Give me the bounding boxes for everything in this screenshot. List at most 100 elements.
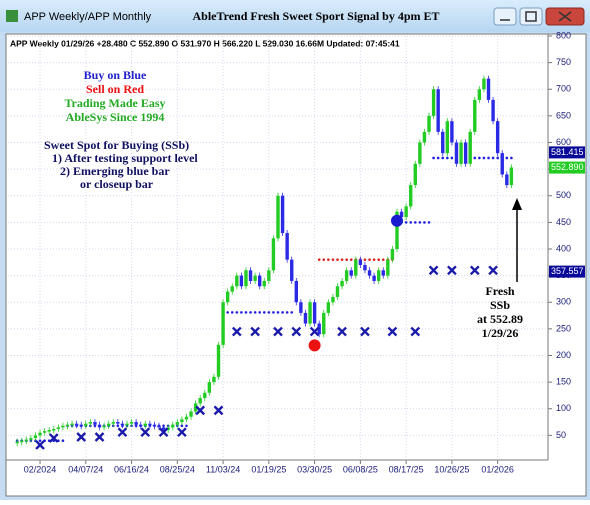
candle-body [495, 121, 500, 154]
window-title: APP Weekly/APP Monthly [24, 11, 152, 23]
support-x [231, 326, 242, 337]
candle-body [509, 167, 514, 186]
maximize-button[interactable] [519, 7, 543, 26]
support-x [158, 427, 169, 438]
y-tick-label: 200 [556, 350, 571, 360]
candle-body [395, 211, 399, 249]
candle-body [386, 259, 390, 276]
support-x [195, 405, 206, 416]
candle-body [468, 131, 472, 164]
y-tick-label: 750 [556, 57, 571, 67]
support-dot [418, 221, 422, 224]
legend-note: AbleSys Since 1994 [66, 110, 165, 124]
callout-text: SSb [490, 298, 510, 312]
price-label: 581.415 [551, 147, 584, 157]
candle-body [299, 302, 303, 313]
support-x [76, 432, 87, 442]
candle-body [441, 131, 445, 154]
support-dot [226, 311, 229, 314]
candle-body [422, 131, 427, 143]
candle-body [79, 424, 83, 427]
candle-body [271, 238, 276, 271]
candle-body [56, 427, 61, 429]
x-tick-label: 04/07/24 [68, 464, 103, 474]
legend-note: Trading Made Easy [64, 96, 165, 110]
candle-body [93, 422, 97, 425]
y-tick-label: 600 [556, 137, 571, 147]
signal-dot [308, 339, 321, 352]
resistance-dot [349, 258, 353, 261]
candle-body [47, 430, 51, 432]
support-dot [478, 156, 481, 160]
support-x [488, 265, 498, 276]
candle-body [294, 280, 299, 303]
x-tick-label: 03/30/25 [297, 464, 332, 474]
candle-body [157, 425, 161, 428]
callout-text: 1/29/26 [482, 326, 519, 340]
candle-body [285, 233, 289, 260]
support-dot [404, 221, 408, 224]
resistance-dot [336, 258, 339, 261]
resistance-dot [331, 258, 335, 261]
candle-body [61, 425, 65, 428]
x-tick-label: 06/16/24 [114, 464, 149, 474]
candle-body [505, 174, 509, 186]
support-x [309, 326, 320, 337]
y-tick-label: 300 [556, 297, 571, 307]
candle-body [189, 411, 193, 417]
candle-body [253, 275, 257, 281]
candle-body [244, 270, 248, 287]
ssb-note: 1) After testing support level [52, 151, 198, 165]
callout-text: at 552.89 [477, 312, 523, 326]
candle-body [180, 419, 184, 423]
candle-body [125, 423, 129, 426]
support-dot [235, 311, 239, 314]
candle-body [413, 163, 417, 186]
support-x [273, 326, 283, 337]
price-label: 357.557 [551, 266, 584, 276]
window-heading: AbleTrend Fresh Sweet Sport Signal by 4p… [192, 9, 439, 23]
candle-body [24, 439, 29, 442]
support-dot [436, 156, 440, 160]
support-dot [276, 311, 280, 314]
x-tick-label: 10/26/25 [434, 464, 469, 474]
support-x [250, 326, 260, 337]
minimize-button[interactable] [493, 7, 517, 26]
support-dot [505, 156, 509, 160]
price-label: 552.890 [551, 162, 584, 172]
support-dot [441, 156, 445, 160]
price-label-box [549, 146, 585, 159]
candle-body [267, 270, 271, 281]
support-dot [61, 439, 65, 443]
support-dot [487, 156, 490, 160]
candle-body [322, 312, 326, 335]
candle-body [212, 376, 216, 383]
resistance-dot [381, 258, 385, 261]
x-tick-label: 01/2026 [481, 464, 514, 474]
resistance-dot [372, 258, 376, 261]
candle-body [143, 423, 147, 426]
ssb-note: 2) Emerging blue bar [60, 164, 170, 178]
candle-body [152, 424, 157, 427]
candle-body [376, 270, 381, 281]
candle-body [52, 428, 56, 431]
y-tick-label: 800 [556, 30, 571, 40]
candle-body [349, 270, 353, 276]
support-dot [432, 156, 435, 160]
resistance-dot [322, 258, 326, 261]
candle-body [120, 423, 125, 426]
support-dot [409, 221, 413, 224]
candle-body [473, 99, 477, 132]
x-tick-label: 06/08/25 [343, 464, 378, 474]
y-tick-label: 700 [556, 84, 571, 94]
support-x [387, 326, 398, 337]
candle-body [290, 259, 294, 281]
support-dot [491, 156, 495, 160]
candle-body [184, 416, 189, 420]
y-tick-label: 450 [556, 217, 571, 227]
support-dot [281, 311, 284, 314]
candle-body [276, 195, 280, 239]
candle-body [404, 206, 408, 218]
candle-body [454, 142, 459, 164]
support-dot [262, 311, 266, 314]
